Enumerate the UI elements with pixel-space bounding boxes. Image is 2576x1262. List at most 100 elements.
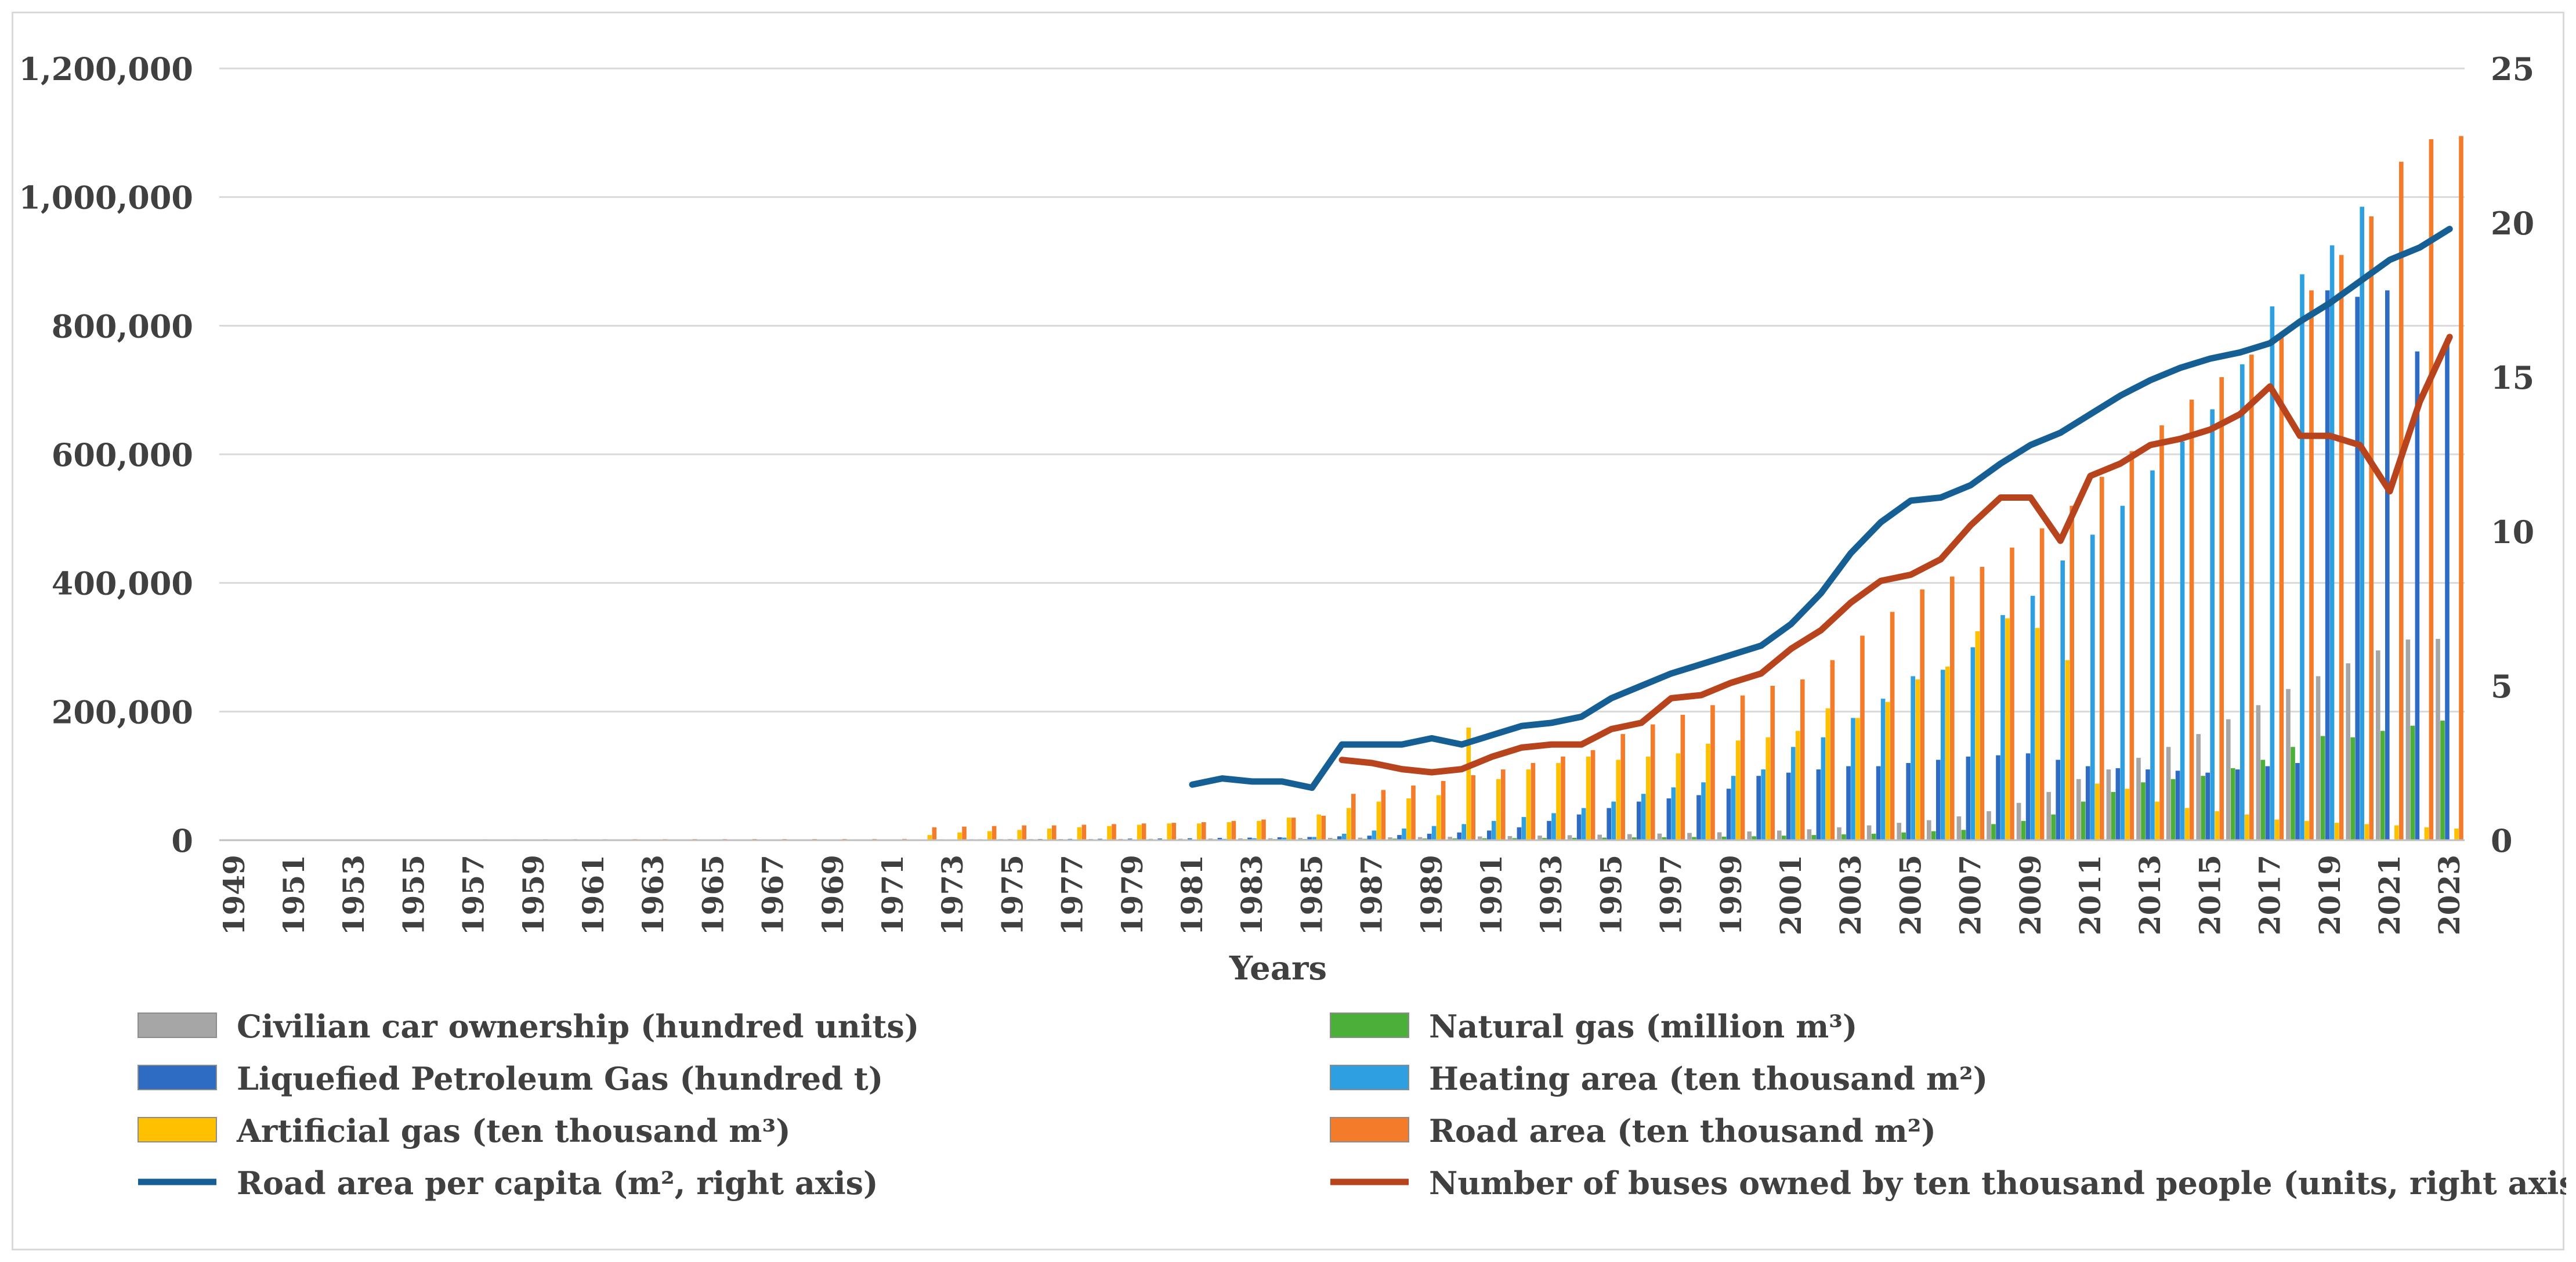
bar-road-2001 — [1800, 679, 1805, 840]
x-tick-label: 1953 — [337, 855, 371, 935]
bar-road-1992 — [1531, 763, 1536, 840]
bar-art-2000 — [1765, 737, 1770, 840]
bar-heat-2018 — [2300, 274, 2304, 840]
bar-road-2010 — [2070, 505, 2074, 840]
bar-road-2021 — [2399, 161, 2404, 841]
bar-heat-1989 — [1431, 826, 1437, 840]
bar-gas-2020 — [2350, 737, 2355, 840]
bar-gas-2014 — [2170, 779, 2176, 840]
bar-road-2023 — [2459, 136, 2463, 840]
bar-gas-2002 — [1811, 835, 1817, 840]
bar-car-1992 — [1507, 836, 1513, 840]
bar-road-1982 — [1231, 820, 1236, 841]
bar-art-1994 — [1586, 756, 1591, 840]
bar-car-1995 — [1597, 834, 1602, 840]
bar-art-2002 — [1825, 708, 1830, 840]
bar-road-1993 — [1561, 756, 1565, 840]
x-tick-label: 1963 — [636, 855, 670, 935]
bar-road-2005 — [1920, 589, 1924, 841]
bar-art-1987 — [1376, 801, 1381, 840]
x-tick-label: 1993 — [1534, 855, 1568, 935]
bar-car-1990 — [1448, 837, 1452, 840]
bar-gas-1994 — [1572, 837, 1577, 840]
bar-road-1988 — [1411, 785, 1416, 840]
bar-art-1983 — [1257, 820, 1261, 841]
bar-car-2022 — [2405, 639, 2411, 840]
bar-heat-2003 — [1851, 718, 1855, 840]
bar-car-2023 — [2436, 639, 2440, 840]
bar-art-2007 — [1975, 631, 1980, 840]
y-tick-label: 400,000 — [52, 565, 193, 602]
bar-gas-2021 — [2380, 731, 2385, 840]
bar-car-1996 — [1627, 834, 1632, 840]
bar-art-2013 — [2155, 801, 2159, 840]
bar-lpg-2015 — [2205, 772, 2210, 840]
bar-heat-1985 — [1312, 837, 1316, 840]
y2-tick-label: 0 — [2491, 822, 2513, 859]
x-tick-label: 1957 — [457, 855, 491, 935]
bar-art-1989 — [1436, 795, 1441, 840]
bar-gas-2010 — [2051, 814, 2056, 840]
bar-road-2014 — [2189, 399, 2194, 840]
bar-art-1999 — [1735, 740, 1741, 840]
bar-lpg-1988 — [1397, 835, 1402, 840]
bar-art-1984 — [1286, 818, 1291, 840]
bar-gas-2001 — [1782, 836, 1786, 840]
x-tick-label: 1997 — [1654, 855, 1688, 935]
bar-road-1976 — [1052, 825, 1057, 840]
x-tick-label: 2019 — [2313, 855, 2347, 935]
bar-gas-1997 — [1662, 837, 1667, 840]
legend-label-percap: Road area per capita (m², right axis) — [237, 1165, 878, 1202]
bar-art-1978 — [1107, 826, 1112, 840]
bar-road-1972 — [932, 827, 937, 840]
x-tick-label: 2009 — [2013, 855, 2047, 935]
legend-swatch-lpg — [138, 1065, 217, 1090]
x-tick-label: 1965 — [696, 855, 730, 935]
bar-car-2018 — [2286, 689, 2291, 840]
x-tick-label: 1959 — [516, 855, 551, 935]
bar-road-1994 — [1590, 750, 1595, 840]
bar-art-1985 — [1316, 814, 1321, 840]
bar-gas-2012 — [2111, 791, 2116, 840]
bar-art-1993 — [1556, 763, 1561, 840]
bar-road-2006 — [1950, 576, 1955, 840]
bar-heat-2013 — [2150, 470, 2155, 840]
bar-car-2008 — [1987, 811, 1991, 840]
bar-road-2011 — [2100, 476, 2104, 840]
bar-lpg-2008 — [1996, 755, 2000, 840]
bar-road-2017 — [2279, 332, 2284, 840]
bar-lpg-2004 — [1876, 766, 1881, 840]
bar-lpg-2018 — [2295, 763, 2300, 840]
bar-gas-2000 — [1752, 836, 1756, 840]
bar-lpg-1994 — [1576, 814, 1582, 840]
bar-car-1994 — [1567, 835, 1572, 840]
x-tick-label: 1989 — [1414, 855, 1449, 935]
bar-car-2017 — [2256, 705, 2261, 841]
bar-heat-1988 — [1402, 829, 1406, 840]
bar-road-2002 — [1830, 660, 1835, 840]
bar-road-1974 — [992, 826, 997, 840]
x-tick-label: 1983 — [1235, 855, 1269, 935]
x-tick-label: 1985 — [1294, 855, 1329, 935]
legend-swatch-art — [138, 1117, 217, 1142]
x-tick-label: 1969 — [816, 855, 850, 935]
bar-car-2013 — [2136, 758, 2141, 840]
bar-car-2015 — [2196, 734, 2201, 840]
bar-art-1972 — [927, 835, 932, 840]
legend-swatch-gas — [1330, 1013, 1409, 1038]
bar-road-1979 — [1141, 823, 1146, 840]
bar-road-1996 — [1651, 724, 1655, 840]
bar-car-1984 — [1268, 838, 1273, 840]
bar-car-2016 — [2226, 719, 2231, 840]
bar-car-1988 — [1388, 837, 1392, 840]
bar-art-2014 — [2184, 808, 2190, 840]
bar-car-1989 — [1417, 837, 1423, 840]
bar-lpg-2009 — [2025, 753, 2031, 840]
bar-gas-2019 — [2320, 736, 2325, 840]
bar-lpg-1982 — [1217, 838, 1222, 840]
x-tick-label: 2011 — [2073, 855, 2107, 935]
bar-gas-2018 — [2291, 747, 2295, 840]
bar-art-2012 — [2125, 789, 2130, 840]
x-tick-label: 1995 — [1594, 855, 1628, 935]
legend-label-buses: Number of buses owned by ten thousand pe… — [1429, 1165, 2566, 1202]
